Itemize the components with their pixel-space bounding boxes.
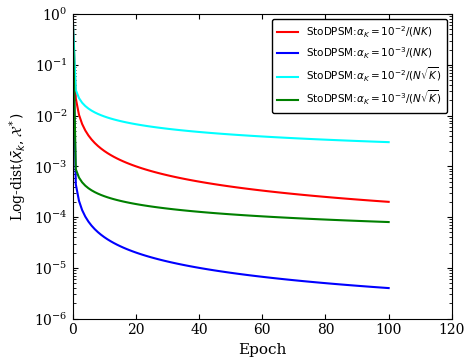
Legend: StoDPSM:$\alpha_K = 10^{-2}/(NK)$, StoDPSM:$\alpha_K = 10^{-3}/(NK)$, StoDPSM:$\: StoDPSM:$\alpha_K = 10^{-2}/(NK)$, StoDP… [271,19,447,112]
Y-axis label: Log-dist$(\bar{x}_k, \mathcal{X}^*)$: Log-dist$(\bar{x}_k, \mathcal{X}^*)$ [7,112,28,221]
X-axis label: Epoch: Epoch [238,343,287,357]
